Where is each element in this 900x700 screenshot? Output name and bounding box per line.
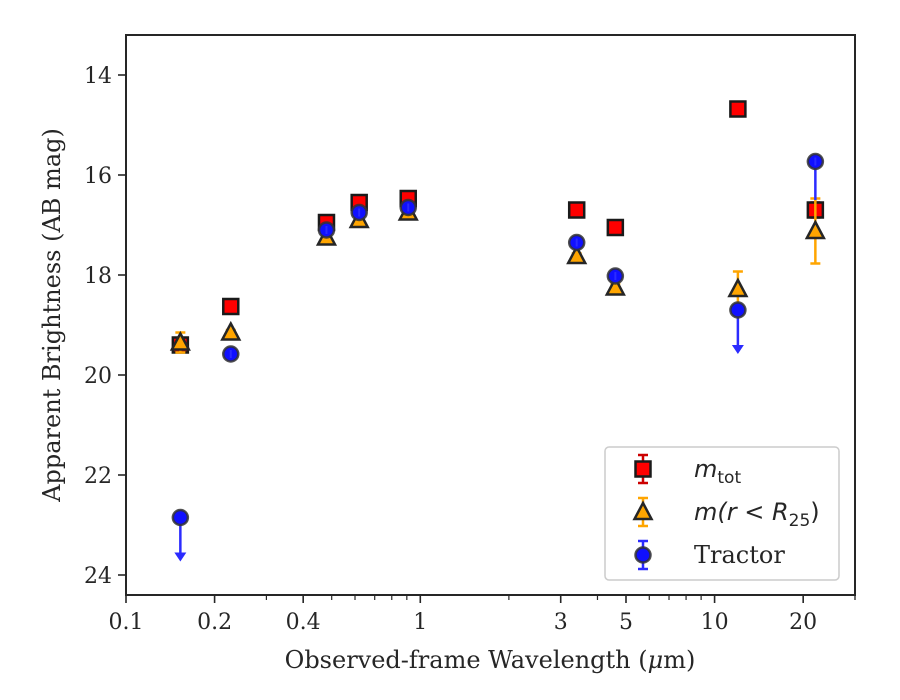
y-tick-label: 16 (84, 164, 112, 189)
x-tick-label: 1 (413, 610, 427, 635)
legend: mtot m(r < R25) Tractor (604, 446, 840, 581)
data-point (606, 218, 625, 237)
data-point (169, 330, 191, 351)
x-tick-label: 0.1 (109, 610, 144, 635)
x-tick-label: 3 (554, 610, 568, 635)
data-point (566, 244, 588, 265)
x-tick-label: 0.2 (197, 610, 232, 635)
series-triangle (169, 197, 826, 354)
x-tick-label: 20 (789, 610, 817, 635)
data-point (567, 201, 586, 219)
axes-frame (125, 34, 856, 596)
data-point (604, 275, 626, 296)
data-point (727, 277, 749, 298)
y-axis-ticks: 14 16 18 20 22 24 (84, 64, 126, 589)
series-circle (171, 152, 825, 562)
legend-box (604, 446, 840, 581)
data-point (729, 301, 747, 319)
x-axis-label: Observed-frame Wavelength (μm) (285, 646, 696, 674)
data-point (171, 508, 190, 527)
arrow-head (174, 552, 187, 562)
arrow-head (731, 345, 744, 354)
data-point (729, 100, 747, 118)
x-tick-label: 5 (619, 610, 633, 635)
y-tick-label: 14 (84, 64, 112, 89)
y-axis-label: Apparent Brightness (AB mag) (38, 128, 66, 503)
legend-label: m(r < R25) (694, 498, 820, 531)
y-tick-label: 22 (84, 464, 112, 489)
legend-marker (634, 460, 652, 478)
y-tick-label: 18 (84, 264, 112, 289)
series-square (171, 100, 825, 354)
x-tick-label: 0.4 (286, 610, 321, 635)
y-tick-label: 20 (84, 364, 112, 389)
data-point (222, 297, 240, 316)
legend-marker (632, 500, 654, 521)
x-tick-label: 10 (701, 610, 729, 635)
data-point (804, 219, 826, 240)
legend-label: mtot (694, 455, 741, 488)
data-point (220, 320, 242, 341)
y-tick-label: 24 (84, 564, 112, 589)
plot-area (169, 100, 826, 562)
x-axis-ticks: 0.1 0.2 0.4 1 3 5 10 20 (109, 595, 856, 635)
legend-label: Tractor (694, 541, 785, 569)
legend-marker (634, 546, 652, 564)
